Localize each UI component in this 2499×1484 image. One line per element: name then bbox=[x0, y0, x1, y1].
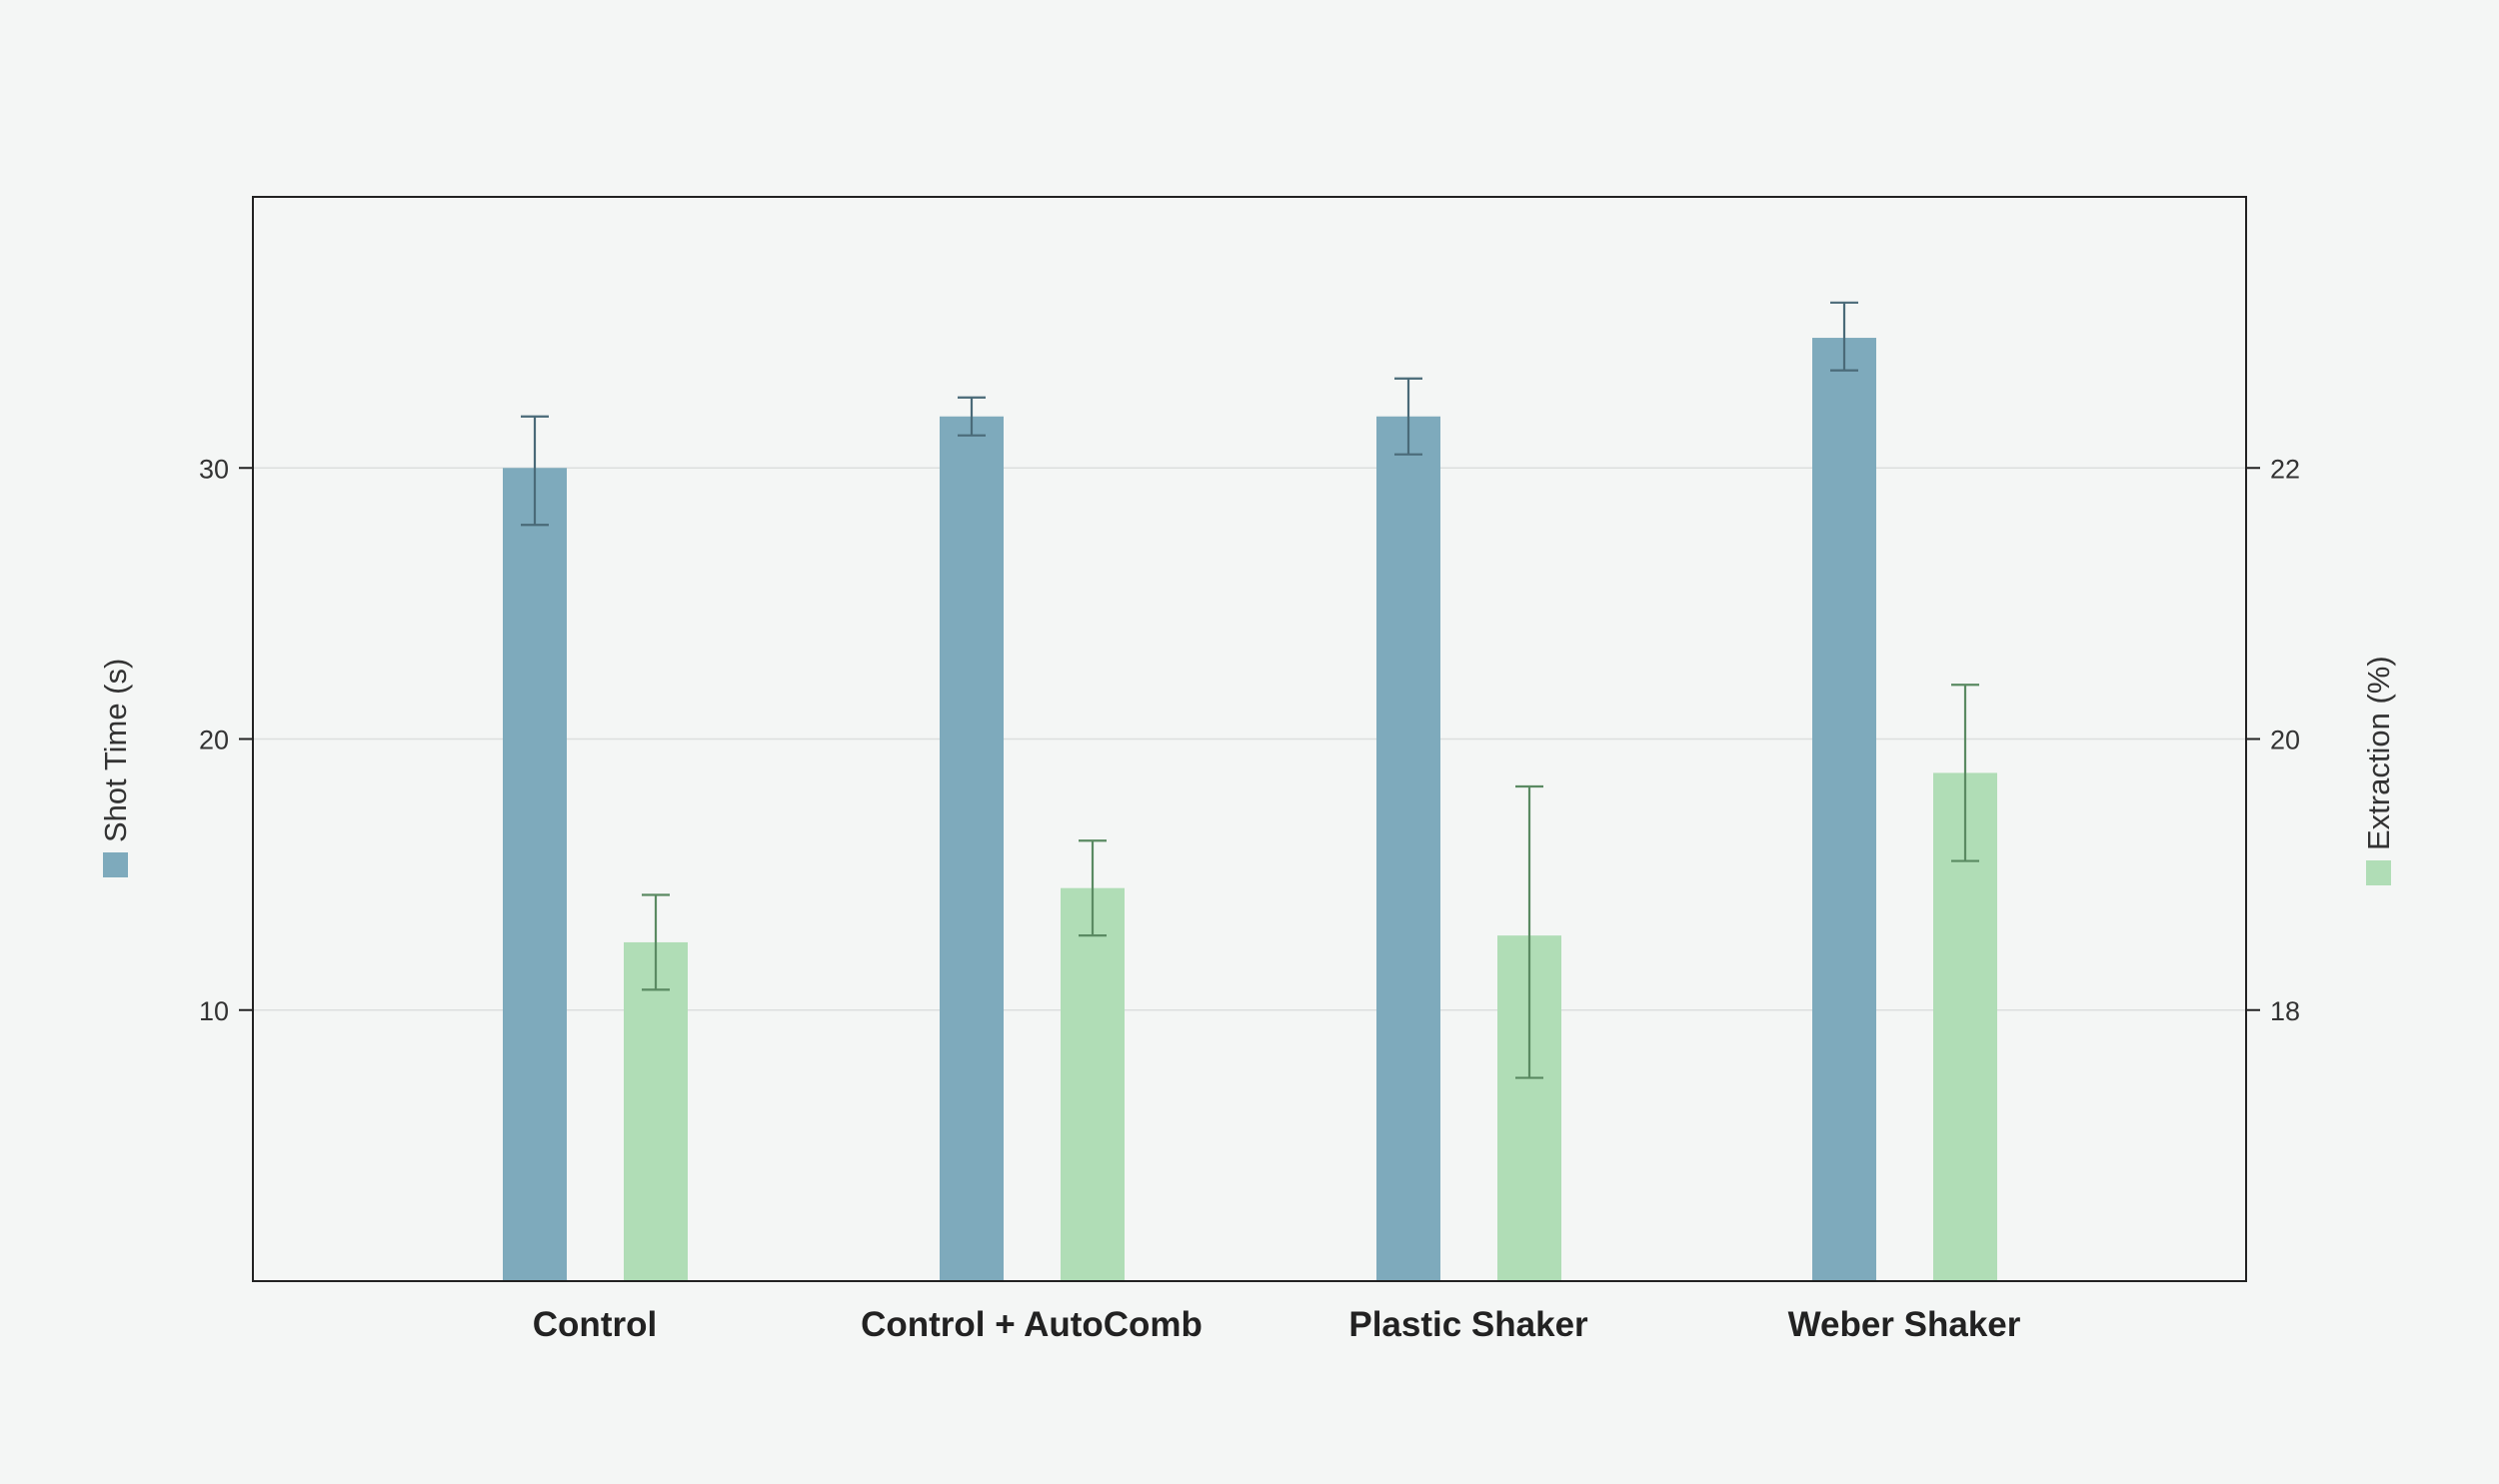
category-label: Control bbox=[533, 1305, 657, 1344]
extraction-error-bar bbox=[1515, 784, 1543, 1079]
left-legend-swatch bbox=[103, 852, 128, 877]
right-axis-title: Extraction (%) bbox=[2361, 656, 2396, 885]
error-bars bbox=[521, 301, 1979, 1079]
right-tick-label: 18 bbox=[2270, 996, 2300, 1026]
shot-time-bar bbox=[1376, 416, 1440, 1281]
left-axis-title: Shot Time (s) bbox=[98, 659, 133, 877]
extraction-error-bar bbox=[642, 893, 670, 991]
shot-time-bar bbox=[1812, 338, 1876, 1281]
left-tick-label: 10 bbox=[199, 996, 229, 1026]
category-label: Plastic Shaker bbox=[1348, 1305, 1588, 1344]
left-axis-label: Shot Time (s) bbox=[98, 659, 133, 842]
shot-time-bar bbox=[503, 468, 567, 1281]
right-tick-label: 20 bbox=[2270, 726, 2300, 755]
extraction-error-bar bbox=[1951, 684, 1979, 862]
right-tick-label: 22 bbox=[2270, 454, 2300, 484]
shot-time-error-bar bbox=[521, 415, 549, 527]
left-tick-label: 20 bbox=[199, 726, 229, 755]
bars bbox=[503, 338, 1997, 1281]
extraction-bar bbox=[624, 941, 688, 1281]
category-label: Control + AutoComb bbox=[861, 1305, 1203, 1344]
tick-labels: 10 20 30 18 20 22 bbox=[199, 454, 2300, 1026]
extraction-error-bar bbox=[1079, 839, 1107, 937]
right-axis-label: Extraction (%) bbox=[2361, 656, 2396, 850]
extraction-bar bbox=[1061, 887, 1125, 1281]
right-legend-swatch bbox=[2366, 860, 2391, 885]
shot-time-bar bbox=[940, 416, 1004, 1281]
category-label: Weber Shaker bbox=[1788, 1305, 2021, 1344]
grid-lines bbox=[253, 467, 2246, 1011]
shot-time-error-bar bbox=[958, 396, 986, 437]
shot-time-error-bar bbox=[1394, 377, 1422, 456]
shot-time-error-bar bbox=[1830, 301, 1858, 372]
category-labels: Control Control + AutoComb Plastic Shaker W… bbox=[533, 1305, 2021, 1344]
left-tick-label: 30 bbox=[199, 454, 229, 484]
